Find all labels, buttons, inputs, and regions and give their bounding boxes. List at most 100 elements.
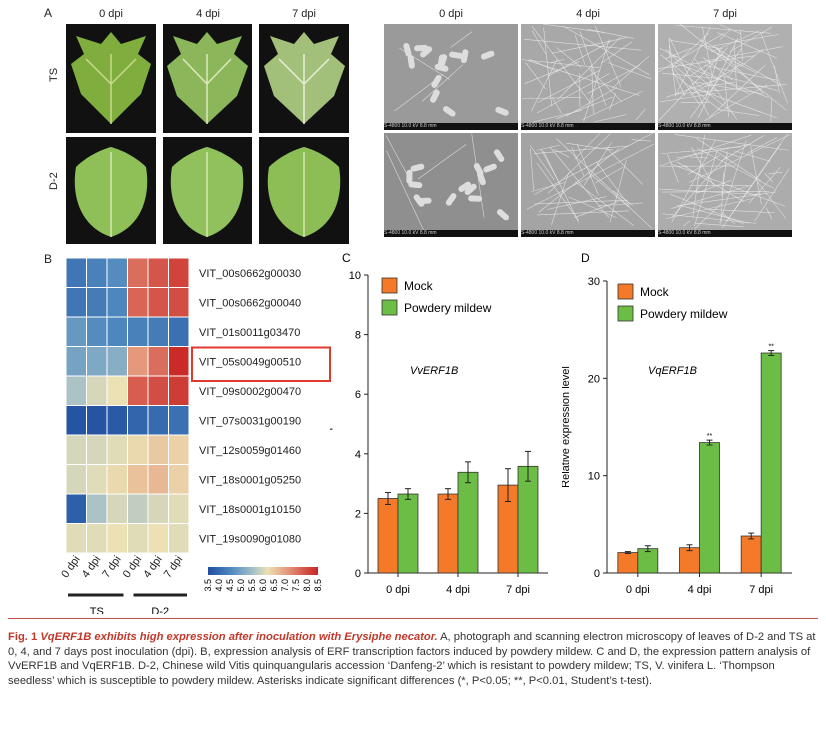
hypha-line [556, 96, 614, 119]
hypha-line [661, 146, 742, 154]
hypha-line [571, 147, 585, 176]
panel-a-label: A [44, 6, 53, 20]
bar-powdery-mildew [517, 465, 539, 574]
hypha-line [661, 72, 718, 79]
hypha-line [728, 61, 740, 77]
heatmap-cell [147, 434, 169, 465]
hypha-line [556, 47, 582, 68]
caption-title-a: VqERF1B exhibits high expression after i… [37, 631, 345, 643]
hypha-line [704, 84, 768, 122]
hypha-line [680, 101, 710, 104]
caption-fig-number: Fig. 1 [8, 631, 38, 643]
hypha-line [608, 62, 652, 80]
scale-tick-label: 7.0 [280, 579, 290, 592]
heatmap-cell [168, 493, 190, 524]
hypha-line [547, 40, 612, 77]
hypha-line [748, 166, 781, 204]
hypha-line [702, 26, 713, 75]
heatmap-cell [168, 375, 190, 406]
hypha-line [747, 137, 777, 154]
leaf-photo-d2-7dpi [259, 137, 349, 244]
conidia [480, 50, 495, 60]
y-axis-label: Relative expression level [330, 363, 333, 485]
hypha-line [667, 154, 679, 183]
heatmap-cell [147, 346, 169, 377]
hypha-line [740, 49, 763, 67]
caption-title-b: Erysiphe necator. [344, 631, 438, 643]
hypha-line [587, 64, 640, 94]
conidia [443, 106, 456, 117]
bar-powdery-mildew [397, 493, 419, 574]
panel-b-label: B [44, 252, 53, 266]
heatmap-cell [106, 434, 128, 465]
heatmap-cell [106, 405, 128, 436]
heatmap-cell [65, 375, 87, 406]
gene-label: VIT_00s0662g00030 [199, 268, 301, 280]
hypha-line [694, 81, 764, 95]
hypha-line [675, 24, 771, 34]
hypha-line [717, 32, 778, 59]
heatmap-col-label: 0 dpi [60, 554, 83, 580]
hypha-line [631, 139, 652, 142]
heatmap-cell [127, 346, 149, 377]
gene-label: VIT_18s0001g10150 [199, 504, 301, 516]
hypha-line [704, 82, 735, 87]
hypha-line [537, 70, 600, 103]
hypha-line [417, 144, 467, 180]
hypha-line [764, 173, 773, 183]
heatmap-cell [86, 257, 108, 288]
hypha-line [680, 24, 787, 111]
conidia [403, 42, 412, 57]
hypha-line [548, 133, 611, 194]
hypha-line [718, 109, 760, 116]
conidia [408, 181, 423, 189]
heatmap-cell [86, 287, 108, 318]
heatmap-cell [86, 316, 108, 347]
group-label: TS [90, 606, 104, 614]
bar-chart-c: C 0 2 4 6 8 10 Relative expression level 0 dpi 4 … [330, 251, 548, 596]
heatmap-cell [65, 257, 87, 288]
hypha-line [595, 166, 624, 184]
hypha-line [760, 32, 788, 104]
caption-divider [8, 618, 818, 619]
y-tick-label: 30 [588, 276, 600, 288]
hypha-line [549, 59, 565, 64]
heatmap-cell [168, 464, 190, 495]
conidia [468, 195, 483, 202]
hypha-line [719, 74, 778, 91]
hypha-line [612, 190, 634, 206]
heatmap-col-label: 7 dpi [100, 554, 124, 580]
hypha-line [556, 138, 653, 229]
heatmap-col-label: 7 dpi [162, 554, 186, 580]
hypha-line [551, 97, 563, 115]
heatmap-cell [65, 405, 87, 436]
gene-label: VIT_00s0662g00040 [199, 297, 301, 309]
hypha-line [583, 39, 610, 123]
scale-tick-label: 4.0 [214, 579, 224, 592]
hypha-line [524, 61, 581, 84]
highlight-box [191, 346, 331, 382]
hypha-line [524, 38, 642, 51]
heatmap-cell [127, 464, 149, 495]
scale-tick-label: 8.0 [302, 579, 312, 592]
gene-label: VIT_12s0059g01460 [199, 445, 301, 457]
leaf-photo-ts-0dpi [66, 24, 156, 133]
conidia [410, 163, 425, 172]
x-tick-label: 7 dpi [749, 584, 773, 596]
y-tick-label: 6 [355, 389, 361, 401]
hypha-line [674, 27, 711, 97]
heatmap-cell [168, 405, 190, 436]
conidia [449, 51, 464, 59]
hypha-line [591, 65, 594, 114]
hypha-line [683, 220, 690, 227]
hypha-line [670, 32, 710, 69]
hypha-line [657, 55, 756, 69]
gene-label: VIT_01s0011g03470 [199, 327, 300, 339]
hypha-line [551, 172, 570, 225]
hypha-line [536, 73, 610, 114]
gene-label: VIT_18s0001g05250 [199, 474, 301, 486]
heatmap-cell [86, 523, 108, 554]
conidia [434, 63, 449, 72]
y-tick-label: 0 [594, 568, 600, 580]
hypha-line [421, 64, 464, 102]
